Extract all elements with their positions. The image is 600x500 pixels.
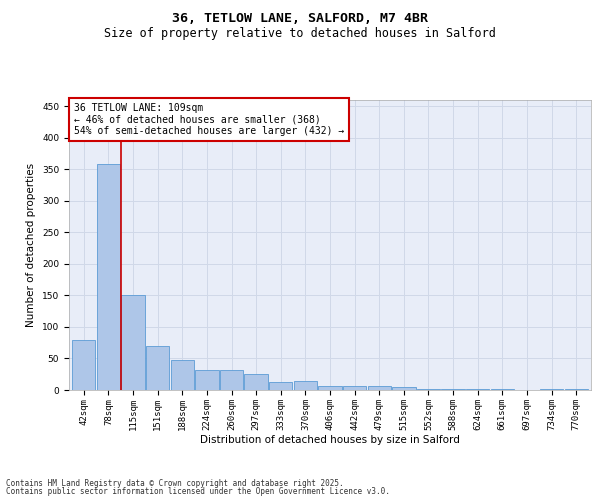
Bar [170,360,194,390]
Bar [466,388,490,390]
Text: Contains public sector information licensed under the Open Government Licence v3: Contains public sector information licen… [6,487,390,496]
Bar [368,386,391,390]
X-axis label: Distribution of detached houses by size in Salford: Distribution of detached houses by size … [200,436,460,446]
Bar [97,164,120,390]
Bar [319,386,341,390]
Text: Size of property relative to detached houses in Salford: Size of property relative to detached ho… [104,28,496,40]
Bar [244,374,268,390]
Text: 36, TETLOW LANE, SALFORD, M7 4BR: 36, TETLOW LANE, SALFORD, M7 4BR [172,12,428,26]
Bar [565,388,588,390]
Bar [417,388,440,390]
Bar [392,388,416,390]
Bar [72,340,95,390]
Bar [293,380,317,390]
Bar [121,296,145,390]
Bar [442,388,465,390]
Text: Contains HM Land Registry data © Crown copyright and database right 2025.: Contains HM Land Registry data © Crown c… [6,478,344,488]
Bar [195,370,218,390]
Bar [343,386,367,390]
Y-axis label: Number of detached properties: Number of detached properties [26,163,37,327]
Bar [146,346,169,390]
Bar [220,370,243,390]
Bar [269,382,292,390]
Text: 36 TETLOW LANE: 109sqm
← 46% of detached houses are smaller (368)
54% of semi-de: 36 TETLOW LANE: 109sqm ← 46% of detached… [74,103,344,136]
